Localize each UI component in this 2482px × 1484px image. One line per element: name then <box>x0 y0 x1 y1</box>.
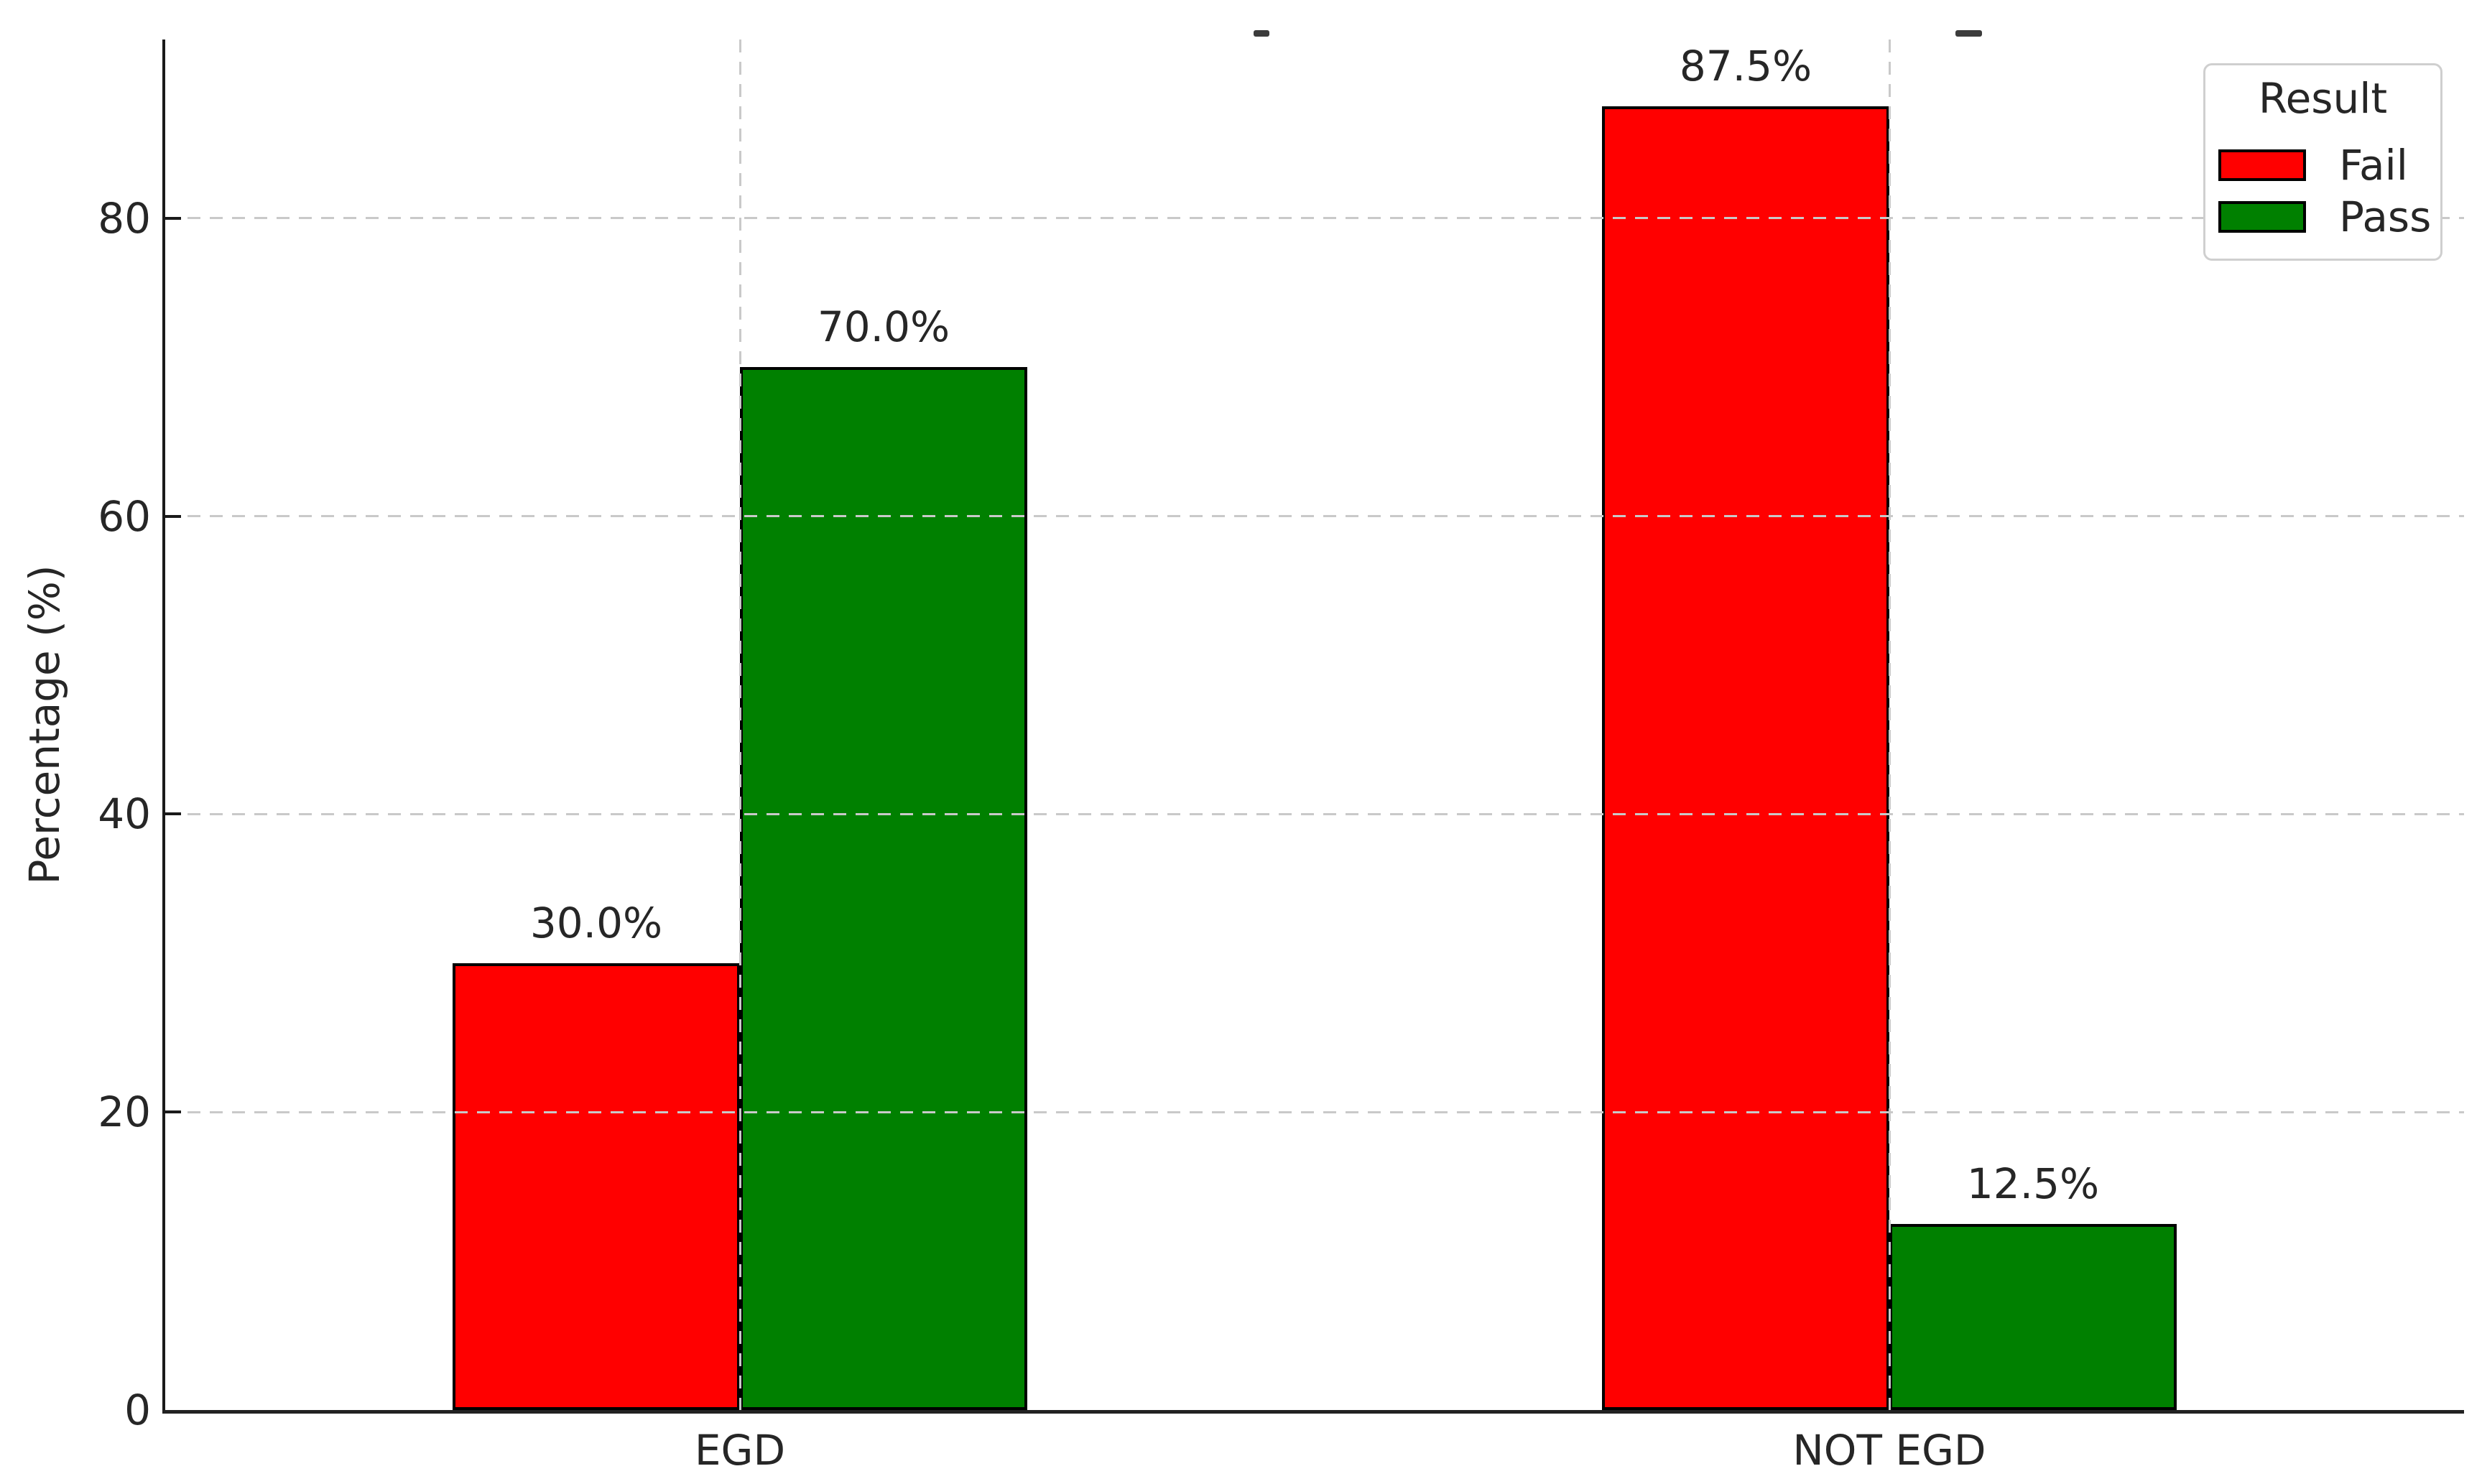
x-tick-label: NOT EGD <box>1792 1426 1986 1475</box>
bar-value-label: 70.0% <box>817 302 950 352</box>
legend-entry-fail: Fail <box>2218 144 2427 186</box>
y-tick-mark <box>165 812 181 816</box>
y-tick-label: 20 <box>98 1088 151 1137</box>
y-gridline <box>165 1110 2464 1113</box>
plot-area: 30.0% 87.5% 70.0% 12.5% <box>162 40 2464 1414</box>
y-tick-label: 40 <box>98 789 151 839</box>
legend-label: Pass <box>2339 193 2432 241</box>
y-tick-mark <box>165 514 181 518</box>
y-gridline <box>165 217 2464 220</box>
cropped-title-fragment <box>1254 30 1269 37</box>
x-gridline <box>738 40 741 1410</box>
y-axis-spine <box>162 40 165 1410</box>
y-tick-label: 60 <box>98 491 151 541</box>
bar-fail-egd <box>453 963 740 1410</box>
pass-swatch-icon <box>2218 201 2306 233</box>
legend-entry-pass: Pass <box>2218 196 2431 238</box>
legend: Result Fail Pass <box>2203 63 2442 261</box>
x-axis-spine <box>162 1410 2464 1414</box>
bar-pass-not-egd <box>1889 1223 2177 1410</box>
y-gridline <box>165 515 2464 518</box>
x-gridline <box>1888 40 1891 1410</box>
bar-value-label: 12.5% <box>1966 1159 2100 1208</box>
y-tick-mark <box>165 216 181 220</box>
y-tick-label: 0 <box>124 1386 151 1434</box>
y-tick-mark <box>165 1110 181 1114</box>
fail-swatch-icon <box>2218 149 2306 181</box>
cropped-title-fragment <box>1955 30 1982 37</box>
y-axis-title: Percentage (%) <box>20 565 69 885</box>
y-tick-label: 80 <box>98 193 151 243</box>
bar-fail-not-egd <box>1602 106 1889 1410</box>
bar-value-label: 87.5% <box>1679 42 1812 91</box>
bar-value-label: 30.0% <box>529 898 663 947</box>
legend-label: Fail <box>2339 141 2408 190</box>
bar-pass-egd <box>740 367 1027 1410</box>
legend-title: Result <box>2258 74 2388 123</box>
x-tick-label: EGD <box>694 1426 786 1475</box>
y-gridline <box>165 812 2464 815</box>
